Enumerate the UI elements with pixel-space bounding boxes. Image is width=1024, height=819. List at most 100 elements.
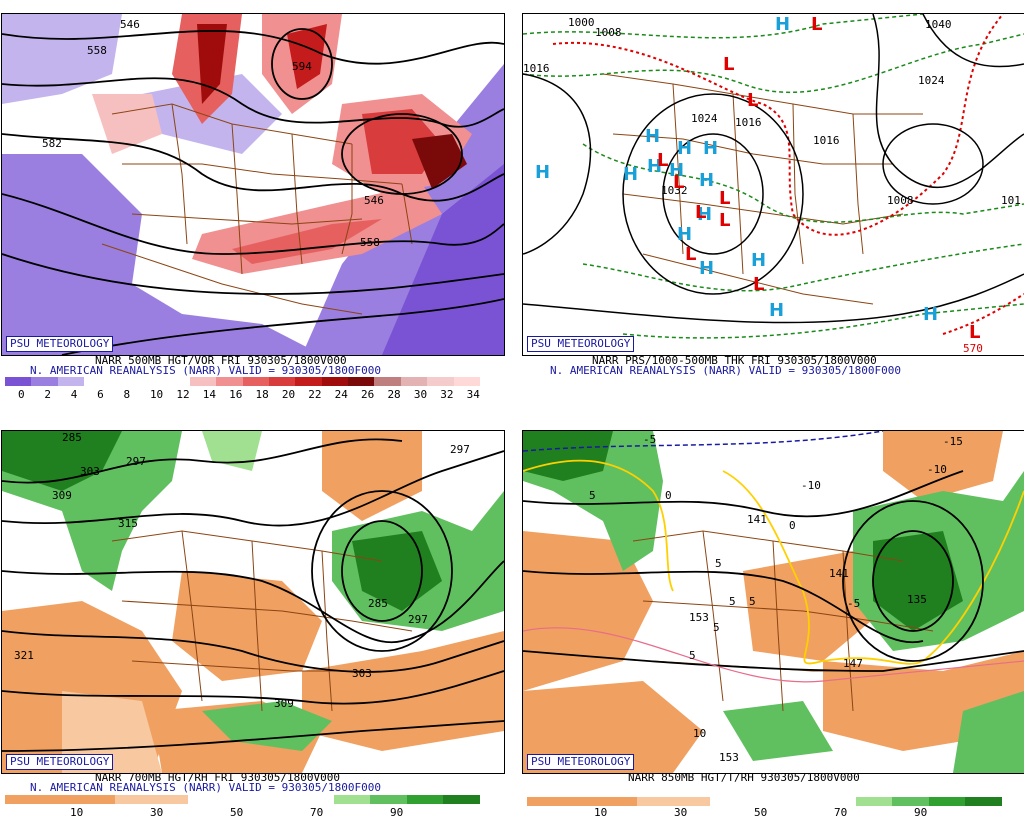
panel4-caption: NARR 850MB HGT/T/RH 930305/1800V000 <box>628 771 860 784</box>
high-pressure-marker: H <box>677 138 692 159</box>
contour-label: 285 <box>368 597 388 610</box>
contour-label: 5 <box>589 489 596 502</box>
colorbar-swatch <box>333 795 371 804</box>
contour-label: -5 <box>847 597 860 610</box>
colorbar-tick-label: 70 <box>834 806 848 819</box>
isobar-label: 101 <box>1001 194 1021 207</box>
contour-label: 546 <box>364 194 384 207</box>
contour-label: 0 <box>665 489 672 502</box>
colorbar-tick-label: 30 <box>150 806 164 819</box>
panel-700mb-rh: 285 297 303 309 297 315 321 285 297 303 … <box>1 430 505 774</box>
colorbar-tick-label: 90 <box>914 806 928 819</box>
isobar-label: 1016 <box>735 116 762 129</box>
low-pressure-marker: L <box>753 274 764 295</box>
high-pressure-marker: H <box>697 204 712 225</box>
colorbar-swatch <box>348 377 375 386</box>
colorbar-tick-label: 8 <box>123 388 131 401</box>
panel1-caption: NARR 500MB HGT/VOR FRI 930305/1800V000 <box>95 354 347 367</box>
colorbar-swatch <box>370 795 407 804</box>
colorbar-swatch <box>600 797 637 806</box>
contour-label: 285 <box>62 431 82 444</box>
low-pressure-marker: L <box>673 172 684 193</box>
colorbar-tick-label: 14 <box>202 388 216 401</box>
high-pressure-marker: H <box>699 258 714 279</box>
colorbar-swatch <box>5 377 32 386</box>
colorbar-tick-label: 4 <box>70 388 78 401</box>
high-pressure-marker: H <box>775 14 790 35</box>
contour-label: 141 <box>829 567 849 580</box>
pressure-map: 1000 1008 1016 1024 1016 1016 1032 1008 … <box>523 14 1024 355</box>
colorbar-tick-label: 22 <box>308 388 322 401</box>
colorbar-swatch <box>321 377 349 386</box>
colorbar-swatch <box>427 377 454 386</box>
colorbar-swatch <box>443 795 480 804</box>
contour-label: 141 <box>747 513 767 526</box>
colorbar-swatch <box>782 797 820 806</box>
colorbar-swatch <box>453 377 481 386</box>
colorbar-tick-label: 70 <box>310 806 324 819</box>
high-pressure-marker: H <box>645 126 660 147</box>
low-pressure-marker: L <box>723 54 734 75</box>
contour-label: -10 <box>927 463 947 476</box>
contour-label: -10 <box>801 479 821 492</box>
colorbar-tick-label: 90 <box>390 806 404 819</box>
contour-label: 5 <box>713 621 720 634</box>
high-pressure-marker: H <box>751 250 766 271</box>
isobar-label: 1040 <box>925 18 952 31</box>
isobar-label: 1016 <box>523 62 550 75</box>
panel1-valid: N. AMERICAN REANALYSIS (NARR) VALID = 93… <box>30 364 381 377</box>
colorbar-swatch <box>41 795 79 804</box>
contour-label: -5 <box>643 433 656 446</box>
colorbar-swatch <box>636 797 674 806</box>
colorbar-tick-label: 2 <box>44 388 51 401</box>
panel2-caption: NARR PRS/1000-500MB THK FRI 930305/1800V… <box>592 354 877 367</box>
psu-meteorology-badge: PSU METEOROLOGY <box>527 336 635 352</box>
colorbar-tick-label: 10 <box>594 806 608 819</box>
contour-label: 558 <box>360 236 380 249</box>
contour-label: 309 <box>274 697 294 710</box>
isobar-label: 1008 <box>887 194 914 207</box>
thickness-label: 570 <box>963 342 983 355</box>
isobar-label: 1000 <box>568 16 595 29</box>
colorbar-swatch <box>928 797 966 806</box>
colorbar-swatch <box>297 795 334 804</box>
t850-map: -5 -15 -10 -10 5 0 141 0 5 5 5 153 141 1… <box>523 431 1024 773</box>
colorbar-tick-label: 16 <box>229 388 243 401</box>
colorbar-tick-label: 26 <box>361 388 375 401</box>
colorbar-tick-label: 12 <box>176 388 190 401</box>
low-pressure-marker: L <box>719 188 730 209</box>
colorbar-swatch <box>260 795 298 804</box>
colorbar-swatch <box>110 377 137 386</box>
colorbar-tick-label: 50 <box>754 806 768 819</box>
low-pressure-marker: L <box>747 90 758 111</box>
high-pressure-marker: H <box>677 224 692 245</box>
low-pressure-marker: L <box>685 244 696 265</box>
panel-pressure-thickness: 1000 1008 1016 1024 1016 1016 1032 1008 … <box>522 13 1024 356</box>
colorbar-swatch <box>965 797 1002 806</box>
contour-label: 297 <box>126 455 146 468</box>
colorbar-swatch <box>242 377 269 386</box>
isobar-label: 1008 <box>595 26 622 39</box>
panel3-valid: N. AMERICAN REANALYSIS (NARR) VALID = 93… <box>30 781 381 794</box>
contour-label: 135 <box>907 593 927 606</box>
psu-meteorology-badge: PSU METEOROLOGY <box>6 336 114 352</box>
colorbar-tick-label: 50 <box>230 806 244 819</box>
psu-meteorology-badge: PSU METEOROLOGY <box>527 754 635 770</box>
contour-label: 303 <box>352 667 372 680</box>
colorbar-tick-label: 10 <box>149 388 164 401</box>
colorbar-tick-label: 0 <box>18 388 25 401</box>
colorbar-swatch <box>819 797 856 806</box>
contour-label: 315 <box>118 517 138 530</box>
colorbar-swatch <box>746 797 783 806</box>
contour-label: 5 <box>749 595 756 608</box>
vorticity-colorbar <box>5 377 481 386</box>
colorbar-tick-label: 6 <box>97 388 104 401</box>
colorbar-swatch <box>709 797 747 806</box>
contour-label: 594 <box>292 60 312 73</box>
colorbar-swatch <box>268 377 296 386</box>
colorbar-swatch <box>57 377 85 386</box>
colorbar-tick-label: 30 <box>674 806 688 819</box>
colorbar-swatch <box>84 377 111 386</box>
contour-label: 10 <box>693 727 706 740</box>
contour-label: 582 <box>42 137 62 150</box>
